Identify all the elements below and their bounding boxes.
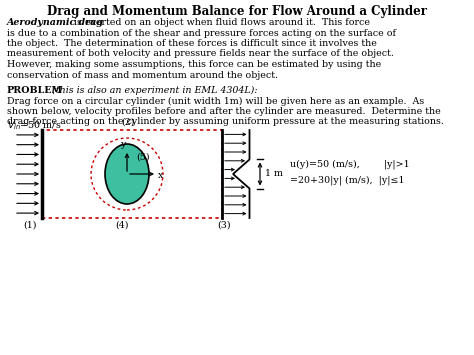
Text: measurement of both velocity and pressure fields near the surface of the object.: measurement of both velocity and pressur… [7,49,394,59]
Ellipse shape [105,144,149,204]
Text: 1 m: 1 m [265,169,283,179]
Text: (4): (4) [115,221,129,230]
Text: u(y)=50 (m/s),        |y|>1: u(y)=50 (m/s), |y|>1 [290,159,410,169]
Text: (3): (3) [217,221,231,230]
Text: Drag and Momentum Balance for Flow Around a Cylinder: Drag and Momentum Balance for Flow Aroun… [47,5,427,18]
Bar [42,130,222,218]
Text: $V_{in}$=50 m/s: $V_{in}$=50 m/s [7,120,62,132]
Text: Drag force on a circular cylinder (unit width 1m) will be given here as an examp: Drag force on a circular cylinder (unit … [7,97,424,106]
Text: the object.  The determination of these forces is difficult since it involves th: the object. The determination of these f… [7,39,377,48]
Text: conservation of mass and momentum around the object.: conservation of mass and momentum around… [7,71,278,80]
Text: (2): (2) [122,118,135,127]
Text: =20+30|y| (m/s),  |y|≤1: =20+30|y| (m/s), |y|≤1 [290,175,404,185]
Text: is due to a combination of the shear and pressure forces acting on the surface o: is due to a combination of the shear and… [7,28,396,38]
Text: (5): (5) [136,153,150,162]
Text: shown below, velocity profiles before and after the cylinder are measured.  Dete: shown below, velocity profiles before an… [7,107,441,116]
Text: (this is also an experiment in EML 4304L):: (this is also an experiment in EML 4304L… [49,86,258,95]
Text: However, making some assumptions, this force can be estimated by using the: However, making some assumptions, this f… [7,60,381,69]
Text: PROBLEM: PROBLEM [7,86,63,95]
Text: y: y [120,140,126,149]
Text: x: x [158,170,164,180]
Text: (1): (1) [23,221,37,230]
Text: is exerted on an object when fluid flows around it.  This force: is exerted on an object when fluid flows… [71,18,370,27]
Text: Aerodynamic drag: Aerodynamic drag [7,18,104,27]
Text: drag force acting on the cylinder by assuming uniform pressure at the measuring : drag force acting on the cylinder by ass… [7,118,444,126]
